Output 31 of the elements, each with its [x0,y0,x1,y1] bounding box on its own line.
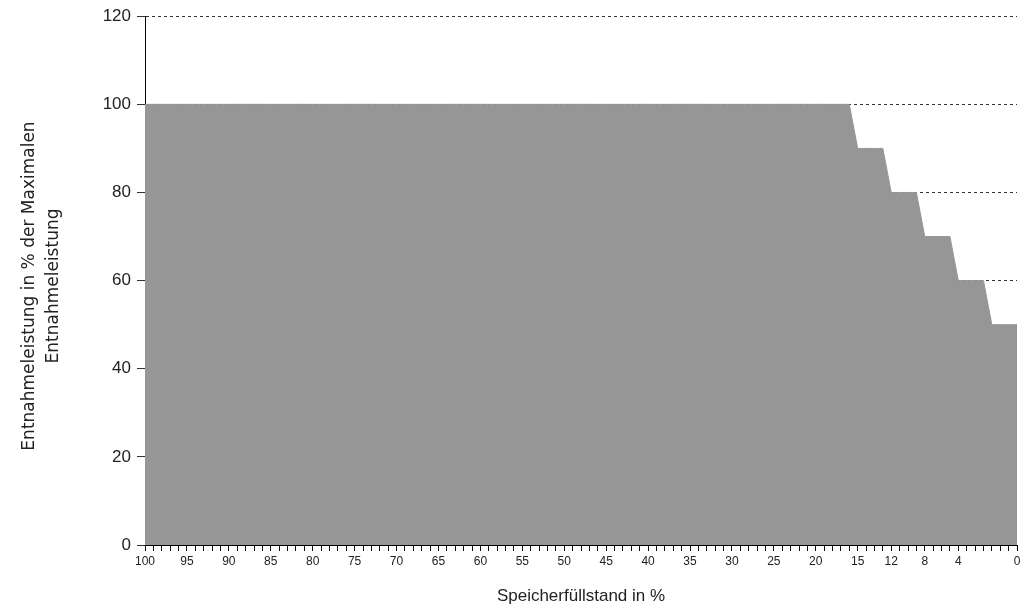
x-tick-label: 20 [809,553,823,568]
x-tick-label: 90 [222,553,236,568]
x-tick-label: 12 [884,553,899,568]
x-tick-label: 0 [1013,553,1021,568]
y-tick-label: 0 [121,534,131,554]
x-axis-title: Speicherfüllstand in % [496,586,666,606]
x-tick-label: 8 [921,553,929,568]
y-axis-title: Entnahmeleistung in % der Maximalen Entnahmeleistung [17,120,63,453]
x-tick-label: 60 [473,553,488,568]
x-tick-label: 95 [180,553,194,568]
x-tick-label: 15 [851,553,865,568]
x-tick-label: 40 [641,553,656,568]
x-tick-label: 85 [264,553,278,568]
x-tick-label: 55 [515,553,530,568]
x-tick-label: 25 [767,553,781,568]
y-tick-label: 40 [112,358,131,378]
x-tick-label: 30 [725,553,739,568]
x-tick-label: 35 [683,553,697,568]
x-tick-label: 65 [431,553,446,568]
x-tick-label: 70 [389,553,404,568]
x-tick-label: 80 [306,553,320,568]
y-tick-label: 60 [112,270,131,290]
x-tick-label: 75 [347,553,362,568]
y-tick-label: 100 [102,94,131,114]
y-tick-label: 20 [112,446,131,466]
x-tick-label: 50 [557,553,572,568]
x-tick-label: 45 [599,553,614,568]
x-tick-label: 100 [134,553,156,568]
x-tick-label: 4 [954,553,962,568]
y-tick-label: 120 [102,5,131,25]
y-tick-label: 80 [112,182,131,202]
